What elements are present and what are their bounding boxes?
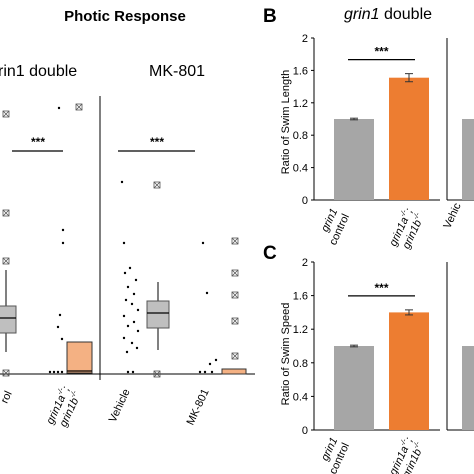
panel-c-plot: 0 0.4 0.8 1.2 1.6 2 *** xyxy=(293,257,474,437)
mutant-dots xyxy=(48,106,65,374)
panel-a-right-plot: *** xyxy=(100,135,255,378)
panel-a-right-cat-vehicle: Vehicle xyxy=(107,387,133,424)
panel-b-plot: 0 0.4 0.8 1.2 1.6 2 *** xyxy=(293,33,474,207)
panel-c-ylabel: Ratio of Swim Speed xyxy=(280,303,292,406)
panel-a-left-sig-label: *** xyxy=(31,135,45,149)
mk801-outliers xyxy=(231,237,239,360)
vehicle-outliers xyxy=(153,181,161,378)
panel-a-right-sig-label: *** xyxy=(150,135,164,149)
control-box xyxy=(0,305,17,334)
panel-c-bar-2 xyxy=(389,312,429,430)
vehicle-dots xyxy=(120,180,140,374)
panel-b-cat-mutant: grin1a-/-; grin1b-/- xyxy=(387,207,424,251)
panel-c-letter: C xyxy=(263,243,277,264)
panel-c-ytick-label: 0.4 xyxy=(293,391,308,403)
panel-c-next-bar xyxy=(462,346,474,430)
mutant-outliers xyxy=(75,103,83,111)
panel-b-bar-2 xyxy=(389,77,429,200)
panel-c-ytick-label: 0.8 xyxy=(293,358,308,370)
panel-b-ylabel: Ratio of Swim Length xyxy=(280,70,292,175)
panel-c-ytick-label: 2 xyxy=(302,257,308,269)
panel-a-left-cat-1: rol xyxy=(0,389,15,405)
panel-c-sig-label: *** xyxy=(374,281,388,295)
panel-b-ytick-label: 1.2 xyxy=(293,98,308,110)
mk801-dots xyxy=(198,241,218,374)
photic-response-title: Photic Response xyxy=(64,8,186,25)
panel-b-bar-1 xyxy=(334,119,374,200)
control-outliers xyxy=(2,110,10,377)
panel-a-left-title: rin1 double xyxy=(0,63,77,80)
panel-b-ytick-label: 0 xyxy=(302,195,308,207)
panel-c-category-labels: grin1 control grin1a-/-; grin1b-/- xyxy=(319,436,424,474)
panel-b-ytick-label: 2 xyxy=(302,33,308,45)
panel-b-next-bar xyxy=(462,119,474,200)
panel-b-sig-label: *** xyxy=(374,45,388,59)
panel-c-cat-control: grin1 control xyxy=(319,436,352,474)
panel-c-ytick-label: 1.2 xyxy=(293,324,308,336)
panel-a-right-cat-mk801: MK-801 xyxy=(185,387,212,427)
mutant-box xyxy=(66,341,93,374)
vehicle-box xyxy=(146,300,170,329)
panel-c-cat-mutant: grin1a-/-; grin1b-/- xyxy=(387,436,424,474)
panel-c-ytick-label: 0 xyxy=(302,425,308,437)
panel-b-cut-label: Vehic xyxy=(441,201,463,231)
panel-a-left-cat-2: grin1a-/-; grin1b-/- xyxy=(44,385,81,429)
panel-b-ytick-label: 0.8 xyxy=(293,130,308,142)
panel-b-category-labels: grin1 control grin1a-/-; grin1b-/- xyxy=(319,207,424,251)
panel-b-cat-control: grin1 control xyxy=(319,207,352,248)
panel-c-ytick-label: 1.6 xyxy=(293,291,308,303)
panel-b-ytick-label: 1.6 xyxy=(293,65,308,77)
panel-b-letter: B xyxy=(263,6,277,27)
panel-c-bar-1 xyxy=(334,346,374,430)
panel-a-right-title: MK-801 xyxy=(149,63,205,80)
mk801-box xyxy=(221,368,247,375)
panel-b-title: grin1 double xyxy=(344,6,432,23)
panel-a-left-plot: *** xyxy=(0,96,101,380)
panel-b-ytick-label: 0.4 xyxy=(293,163,308,175)
